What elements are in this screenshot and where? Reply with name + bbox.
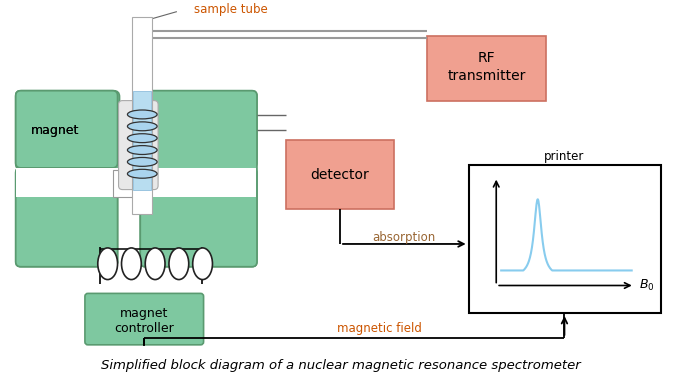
Text: controller: controller — [114, 321, 174, 334]
Text: transmitter: transmitter — [447, 69, 525, 83]
FancyBboxPatch shape — [16, 91, 117, 168]
FancyBboxPatch shape — [16, 91, 117, 168]
Text: absorption: absorption — [373, 231, 436, 243]
Text: RF: RF — [477, 51, 495, 65]
Text: Simplified block diagram of a nuclear magnetic resonance spectrometer: Simplified block diagram of a nuclear ma… — [101, 359, 581, 372]
Text: magnetic field: magnetic field — [337, 321, 422, 334]
Ellipse shape — [169, 248, 189, 279]
Bar — [469, 165, 661, 313]
Ellipse shape — [128, 122, 157, 131]
FancyBboxPatch shape — [140, 168, 257, 267]
Ellipse shape — [145, 248, 165, 279]
Bar — [427, 36, 546, 100]
Ellipse shape — [128, 110, 157, 119]
Text: magnet: magnet — [120, 307, 169, 320]
Text: detector: detector — [311, 168, 370, 182]
Ellipse shape — [128, 146, 157, 154]
Bar — [285, 140, 394, 209]
FancyBboxPatch shape — [16, 168, 117, 267]
Ellipse shape — [193, 248, 212, 279]
Bar — [16, 168, 256, 198]
Text: magnet: magnet — [31, 124, 79, 137]
Text: magnet: magnet — [31, 124, 79, 137]
FancyBboxPatch shape — [16, 91, 120, 170]
FancyBboxPatch shape — [140, 91, 257, 168]
Ellipse shape — [128, 170, 157, 178]
FancyBboxPatch shape — [140, 91, 257, 267]
Text: $B_0$: $B_0$ — [639, 278, 654, 293]
Ellipse shape — [128, 158, 157, 166]
Bar — [18, 168, 117, 198]
Bar — [133, 16, 152, 214]
FancyBboxPatch shape — [119, 100, 158, 190]
Ellipse shape — [122, 248, 141, 279]
Bar — [113, 170, 142, 198]
Ellipse shape — [98, 248, 117, 279]
Ellipse shape — [128, 134, 157, 142]
Text: sample tube: sample tube — [195, 3, 268, 16]
Text: printer: printer — [544, 150, 585, 164]
Bar — [107, 170, 141, 196]
FancyBboxPatch shape — [85, 293, 204, 345]
FancyBboxPatch shape — [16, 168, 117, 267]
Bar — [133, 91, 151, 190]
